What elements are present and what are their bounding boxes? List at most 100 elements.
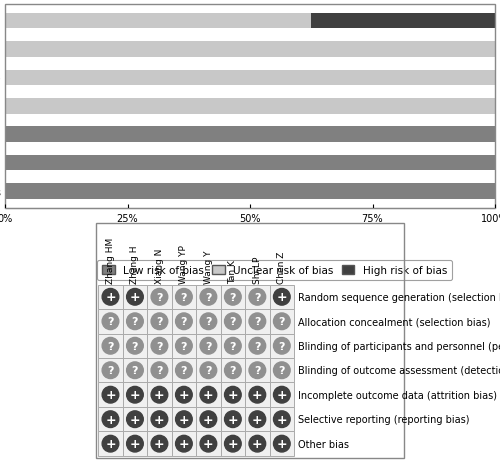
Circle shape xyxy=(200,338,216,354)
Text: ?: ? xyxy=(230,365,236,375)
Text: +: + xyxy=(178,413,189,426)
Text: +: + xyxy=(154,388,164,401)
Bar xyxy=(270,309,294,334)
Circle shape xyxy=(126,362,144,379)
Bar xyxy=(245,334,270,358)
Bar xyxy=(270,334,294,358)
Circle shape xyxy=(249,435,266,452)
Text: +: + xyxy=(228,388,238,401)
Text: ?: ? xyxy=(254,292,260,302)
Circle shape xyxy=(151,313,168,330)
Text: +: + xyxy=(105,413,116,426)
Circle shape xyxy=(151,435,168,452)
Text: +: + xyxy=(252,388,262,401)
Circle shape xyxy=(249,338,266,354)
Circle shape xyxy=(200,289,216,306)
Circle shape xyxy=(176,435,192,452)
Bar xyxy=(147,382,172,407)
Text: +: + xyxy=(252,437,262,450)
Circle shape xyxy=(176,362,192,379)
Bar xyxy=(5,99,495,114)
Bar xyxy=(5,14,311,30)
Circle shape xyxy=(200,387,216,403)
Text: +: + xyxy=(203,437,213,450)
Bar xyxy=(122,382,147,407)
Bar xyxy=(98,358,122,382)
Bar xyxy=(220,334,245,358)
Circle shape xyxy=(249,362,266,379)
Text: +: + xyxy=(252,413,262,426)
Bar xyxy=(147,358,172,382)
Text: +: + xyxy=(178,388,189,401)
Text: ?: ? xyxy=(230,292,236,302)
Text: +: + xyxy=(154,437,164,450)
Text: ?: ? xyxy=(107,317,114,326)
Text: ?: ? xyxy=(180,365,187,375)
Text: +: + xyxy=(130,413,140,426)
Text: ?: ? xyxy=(180,292,187,302)
Text: ?: ? xyxy=(254,317,260,326)
Text: Incomplete outcome data (attrition bias): Incomplete outcome data (attrition bias) xyxy=(298,390,496,400)
Text: ?: ? xyxy=(230,317,236,326)
Bar xyxy=(220,407,245,432)
Text: Random sequence generation (selection bias): Random sequence generation (selection bi… xyxy=(298,292,500,302)
Text: +: + xyxy=(276,413,287,426)
Bar xyxy=(270,358,294,382)
Text: ?: ? xyxy=(107,341,114,351)
Bar xyxy=(270,432,294,456)
Text: +: + xyxy=(276,437,287,450)
Bar xyxy=(172,382,196,407)
Circle shape xyxy=(249,289,266,306)
Circle shape xyxy=(274,435,290,452)
Text: ?: ? xyxy=(205,341,212,351)
Bar xyxy=(5,184,495,200)
Circle shape xyxy=(224,387,241,403)
Circle shape xyxy=(176,313,192,330)
Circle shape xyxy=(274,313,290,330)
Bar xyxy=(196,285,220,309)
Bar xyxy=(172,285,196,309)
Text: +: + xyxy=(228,413,238,426)
Bar xyxy=(147,407,172,432)
Circle shape xyxy=(224,362,241,379)
Text: +: + xyxy=(203,413,213,426)
Text: Chen Z: Chen Z xyxy=(278,251,286,284)
Bar xyxy=(172,407,196,432)
Text: Other bias: Other bias xyxy=(298,439,348,449)
Text: ?: ? xyxy=(156,365,162,375)
Text: +: + xyxy=(276,291,287,304)
Circle shape xyxy=(274,289,290,306)
Text: Wang YP: Wang YP xyxy=(180,245,188,284)
Text: ?: ? xyxy=(230,341,236,351)
Text: +: + xyxy=(276,388,287,401)
Circle shape xyxy=(224,435,241,452)
Bar xyxy=(5,70,495,86)
Text: Blinding of participants and personnel (performance bias): Blinding of participants and personnel (… xyxy=(298,341,500,351)
Circle shape xyxy=(126,289,144,306)
Circle shape xyxy=(274,411,290,428)
Bar xyxy=(122,432,147,456)
Bar xyxy=(172,309,196,334)
Circle shape xyxy=(126,411,144,428)
Text: ?: ? xyxy=(205,365,212,375)
Bar xyxy=(196,382,220,407)
Text: +: + xyxy=(105,291,116,304)
Circle shape xyxy=(224,289,241,306)
Bar xyxy=(245,309,270,334)
Circle shape xyxy=(151,289,168,306)
Circle shape xyxy=(274,362,290,379)
Text: +: + xyxy=(178,437,189,450)
Circle shape xyxy=(200,411,216,428)
Bar xyxy=(245,407,270,432)
Bar xyxy=(98,334,122,358)
Bar xyxy=(270,382,294,407)
Bar xyxy=(122,407,147,432)
Bar xyxy=(172,358,196,382)
Circle shape xyxy=(151,338,168,354)
Text: Allocation concealment (selection bias): Allocation concealment (selection bias) xyxy=(298,317,490,326)
Circle shape xyxy=(126,435,144,452)
Bar xyxy=(5,127,495,143)
Bar xyxy=(220,358,245,382)
Bar xyxy=(220,382,245,407)
Bar xyxy=(98,285,122,309)
